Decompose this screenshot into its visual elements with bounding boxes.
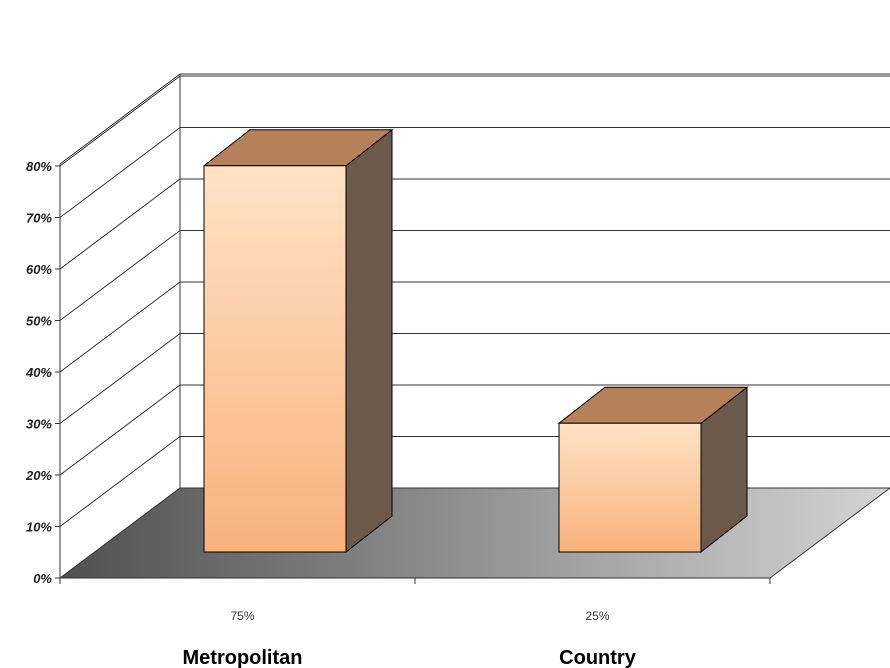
- y-tick-label: 0%: [33, 571, 52, 586]
- gridline: [59, 127, 890, 218]
- y-tick-label: 10%: [26, 520, 52, 535]
- gridline: [59, 178, 890, 270]
- y-tick-label: 80%: [26, 159, 52, 174]
- gridline-top-diagonal: [59, 73, 181, 165]
- y-axis-ticks: 0% 10% 20% 30% 40% 50% 60% 70% 80%: [25, 159, 60, 586]
- y-tick-label: 50%: [26, 314, 52, 329]
- bar-series: [202, 128, 749, 554]
- bar-side: [345, 128, 393, 554]
- gridline: [59, 230, 890, 321]
- bar: [202, 128, 394, 554]
- chart-floor: [58, 487, 890, 579]
- x-axis: 75% Metropolitan 25% Country: [59, 577, 771, 668]
- y-tick-label: 70%: [26, 211, 52, 226]
- gridline: [59, 384, 890, 476]
- value-label: 75%: [230, 609, 254, 623]
- category-label: Metropolitan: [183, 647, 303, 668]
- gridline: [59, 75, 890, 167]
- y-tick-label: 60%: [26, 262, 52, 277]
- bar-front: [203, 165, 347, 553]
- y-tick-label: 40%: [25, 365, 52, 380]
- gridline: [59, 281, 890, 373]
- value-label: 25%: [585, 609, 609, 623]
- gridline: [59, 333, 890, 424]
- y-tick-label: 20%: [25, 468, 52, 483]
- y-tick-label: 30%: [26, 417, 52, 432]
- bar: [557, 386, 749, 554]
- category-label: Country: [559, 647, 637, 668]
- bar-front: [558, 422, 702, 553]
